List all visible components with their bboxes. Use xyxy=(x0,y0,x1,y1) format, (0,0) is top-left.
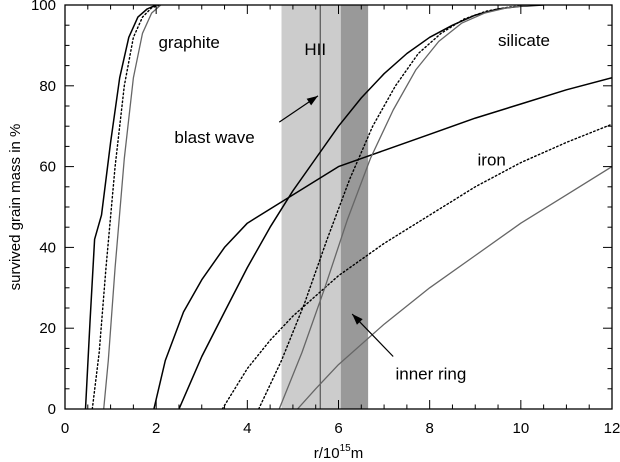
x-tick-label: 2 xyxy=(152,420,160,437)
x-axis-title-main: r/10 xyxy=(314,445,340,462)
silicate-curve-3-solid xyxy=(278,5,531,409)
annotation-blast-wave: blast wave xyxy=(174,128,254,147)
annotation-iron: iron xyxy=(478,150,506,169)
x-tick-label: 0 xyxy=(61,420,69,437)
x-tick-label: 6 xyxy=(334,420,342,437)
x-axis-title-unit: m xyxy=(351,445,364,462)
graphite-curve-3-solid xyxy=(103,5,162,409)
arrow-1 xyxy=(278,95,319,123)
x-axis-title-exponent: 15 xyxy=(340,443,352,454)
shaded-region-2 xyxy=(340,5,369,409)
iron-curve-1-solid xyxy=(153,76,612,409)
iron-curve-2-dotted xyxy=(221,123,612,409)
arrow-2 xyxy=(351,313,394,357)
annotations: graphite silicate HII blast wave iron inner r… xyxy=(158,31,550,383)
annotation-graphite: graphite xyxy=(158,33,219,52)
x-tick-label: 12 xyxy=(604,420,620,437)
x-axis-title: r/1015m xyxy=(314,443,363,462)
iron-curve-3-solid xyxy=(296,165,612,409)
plot-curves xyxy=(84,5,612,409)
silicate-curve-2-dotted xyxy=(258,5,533,409)
region-shading xyxy=(281,5,369,409)
y-tick-label: 20 xyxy=(39,320,56,337)
x-tick-label: 10 xyxy=(512,420,529,437)
y-tick-label: 80 xyxy=(39,78,56,95)
y-axis-title: survived grain mass in % xyxy=(7,124,24,291)
y-tick-label: 0 xyxy=(48,401,56,418)
graphite-curve-2-dotted xyxy=(91,5,162,409)
annotation-arrows xyxy=(278,95,394,357)
shaded-region-1 xyxy=(281,5,341,409)
x-tick-label: 4 xyxy=(243,420,251,437)
annotation-inner-ring: inner ring xyxy=(395,365,466,384)
x-tick-label: 8 xyxy=(425,420,433,437)
y-tick-label: 40 xyxy=(39,239,56,256)
annotation-hii: HII xyxy=(304,40,326,59)
y-tick-label: 60 xyxy=(39,159,56,176)
y-tick-label: 100 xyxy=(31,0,56,14)
graphite-curve-1-solid xyxy=(84,5,157,409)
annotation-silicate: silicate xyxy=(498,31,550,50)
axis-ticks: 0 2 4 6 8 10 12 0 20 40 60 80 100 xyxy=(31,0,620,437)
